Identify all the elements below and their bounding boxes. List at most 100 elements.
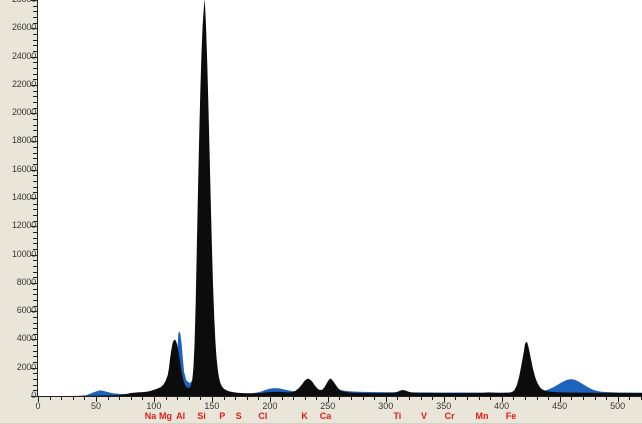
x-axis-minor-tick	[374, 397, 376, 400]
y-axis-minor-tick	[33, 271, 37, 273]
y-axis-tick-label: 12000	[11, 220, 36, 231]
x-axis-minor-tick	[188, 397, 190, 400]
y-axis-minor-tick	[33, 73, 37, 75]
y-axis-minor-tick	[33, 17, 37, 18]
x-axis-tick	[559, 397, 561, 402]
y-axis-minor-tick	[33, 192, 37, 194]
y-axis-tick	[31, 311, 37, 313]
x-axis-minor-tick	[513, 397, 515, 400]
x-axis-minor-tick	[606, 397, 608, 400]
x-axis-tick	[443, 397, 445, 402]
x-axis-tick-label: 50	[90, 401, 102, 411]
x-axis-minor-tick	[49, 397, 51, 400]
element-label-fe: Fe	[505, 411, 517, 421]
y-axis-minor-tick	[33, 390, 37, 392]
x-axis-minor-tick	[304, 397, 306, 400]
y-axis-minor-tick	[33, 62, 37, 64]
y-axis-minor-tick	[33, 101, 37, 103]
y-axis-minor-tick	[33, 130, 37, 132]
y-axis-tick	[31, 226, 37, 228]
y-axis-minor-tick	[33, 22, 37, 24]
y-axis-minor-tick	[33, 79, 37, 81]
x-axis-tick-label: 400	[494, 401, 510, 411]
y-axis-minor-tick	[33, 333, 37, 335]
y-axis-minor-tick	[33, 67, 37, 69]
x-axis-minor-tick	[246, 397, 248, 400]
y-axis-tick	[31, 113, 37, 115]
x-axis-tick-label: 350	[436, 401, 452, 411]
y-axis-tick-label: 8000	[16, 276, 36, 287]
y-axis-minor-tick	[33, 209, 37, 211]
y-axis-minor-tick	[33, 45, 37, 47]
y-axis-minor-tick	[33, 345, 37, 347]
y-axis-minor-tick	[33, 5, 37, 7]
y-axis-tick	[31, 254, 37, 256]
element-label-cr: Cr	[444, 411, 455, 421]
y-axis-minor-tick	[33, 203, 37, 205]
y-axis-minor-tick	[33, 118, 37, 120]
y-axis-tick	[31, 282, 37, 284]
x-axis-tick-label: 150	[204, 401, 220, 411]
y-axis-minor-tick	[33, 164, 37, 166]
y-axis-tick-label: 10000	[11, 248, 36, 259]
x-axis-minor-tick	[409, 397, 410, 400]
y-axis-tick-label: 2000	[16, 361, 36, 372]
y-axis-minor-tick	[33, 260, 37, 262]
x-axis-minor-tick	[455, 397, 457, 400]
x-axis-minor-tick	[316, 397, 318, 400]
x-axis-minor-tick	[582, 397, 584, 400]
y-axis-minor-tick	[33, 135, 37, 137]
x-axis-tick	[96, 397, 97, 402]
y-axis-minor-tick	[33, 220, 37, 222]
series-spectrum-path	[38, 0, 642, 396]
element-label-s: S	[235, 411, 242, 421]
spectrum-svg	[38, 0, 642, 396]
x-axis-minor-tick	[640, 397, 642, 400]
y-axis-tick-label: 18000	[11, 135, 36, 146]
series-background-path	[38, 330, 642, 396]
x-axis-minor-tick	[235, 397, 237, 400]
x-axis-minor-tick	[339, 397, 341, 400]
element-label-mg: Mg	[159, 411, 172, 421]
x-axis-tick-label: 0	[35, 401, 41, 411]
y-axis-tick	[31, 169, 37, 171]
y-axis-minor-tick	[33, 299, 37, 301]
y-axis-tick-label: 4000	[16, 333, 36, 344]
x-axis-tick-label: 100	[146, 401, 162, 411]
x-axis-tick	[211, 397, 213, 402]
x-axis-tick-label: 300	[378, 401, 394, 411]
x-axis-minor-tick	[142, 397, 144, 400]
element-label-si: Si	[197, 411, 206, 421]
x-axis-minor-tick	[223, 397, 225, 400]
x-axis-minor-tick	[293, 397, 294, 400]
y-axis-tick	[31, 28, 37, 30]
x-axis-minor-tick	[84, 397, 86, 400]
x-axis-minor-tick	[397, 397, 399, 400]
y-axis-minor-tick	[33, 90, 37, 92]
x-axis-minor-tick	[594, 397, 596, 400]
x-axis-tick	[38, 397, 39, 402]
element-label-p: P	[219, 411, 226, 421]
x-axis-tick	[327, 397, 329, 402]
x-axis-minor-tick	[258, 397, 260, 400]
element-label-ti: Ti	[393, 411, 402, 421]
x-axis-minor-tick	[420, 397, 422, 400]
y-axis-minor-tick	[33, 215, 37, 216]
x-axis-minor-tick	[177, 397, 179, 400]
y-axis-minor-tick	[33, 237, 37, 239]
element-label-k: K	[301, 411, 308, 421]
y-axis-tick	[31, 84, 37, 86]
y-axis-minor-tick	[33, 379, 37, 380]
y-axis-tick	[31, 141, 37, 143]
y-axis-minor-tick	[33, 305, 37, 307]
x-axis-minor-tick	[536, 397, 538, 400]
y-axis-tick-label: 22000	[11, 78, 36, 89]
x-axis-tick-label: 250	[320, 401, 336, 411]
y-axis-tick	[31, 0, 37, 1]
x-axis-line	[37, 396, 642, 397]
y-axis-tick-label: 20000	[11, 107, 36, 118]
y-axis-tick-label: 28000	[12, 0, 36, 4]
x-axis-minor-tick	[629, 397, 631, 400]
x-axis-minor-tick	[107, 397, 109, 400]
